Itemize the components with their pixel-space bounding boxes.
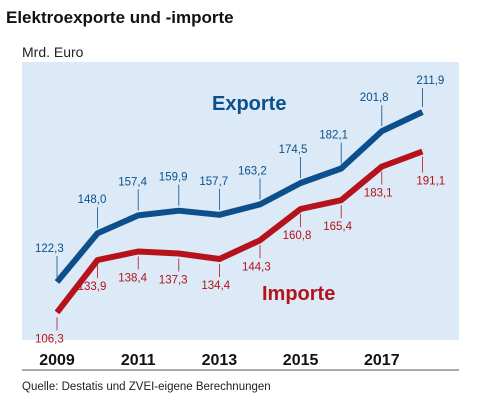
imports-line xyxy=(54,148,424,315)
exports-data-label: 122,3 xyxy=(35,243,64,255)
x-tick-label: 2011 xyxy=(121,352,156,369)
exports-data-label: 159,9 xyxy=(159,172,188,184)
imports-data-label: 134,4 xyxy=(201,280,230,292)
unit-label: Mrd. Euro xyxy=(22,44,84,60)
chart-title: Elektroexporte und -importe xyxy=(6,8,234,27)
imports-data-label: 106,3 xyxy=(35,333,64,345)
x-tick-label: 2009 xyxy=(39,352,75,369)
exports-data-label: 157,7 xyxy=(199,176,228,188)
imports-series-label: Importe xyxy=(262,283,335,305)
plot-area xyxy=(22,62,459,340)
imports-data-label: 137,3 xyxy=(159,275,188,287)
imports-data-label: 133,9 xyxy=(78,281,107,293)
imports-data-label: 160,8 xyxy=(283,230,312,242)
exports-data-label: 148,0 xyxy=(78,194,107,206)
exports-data-label: 157,4 xyxy=(118,176,147,188)
imports-data-label: 138,4 xyxy=(118,272,147,284)
x-tick-label: 2013 xyxy=(202,352,238,369)
x-tick-label: 2015 xyxy=(283,352,319,369)
imports-data-label: 165,4 xyxy=(323,221,352,233)
source-note: Quelle: Destatis und ZVEI-eigene Berechn… xyxy=(22,381,271,393)
exports-data-label: 182,1 xyxy=(319,130,348,142)
x-tick-label: 2017 xyxy=(364,352,400,369)
exports-series-label: Exporte xyxy=(212,93,286,115)
exports-line xyxy=(54,109,424,284)
exports-data-label: 174,5 xyxy=(279,144,308,156)
imports-data-label: 144,3 xyxy=(242,261,271,273)
exports-data-label: 201,8 xyxy=(360,92,389,104)
imports-data-label: 183,1 xyxy=(364,188,393,200)
imports-data-label: 191,1 xyxy=(416,175,445,187)
exports-data-label: 211,9 xyxy=(416,75,444,87)
exports-data-label: 163,2 xyxy=(238,165,267,177)
